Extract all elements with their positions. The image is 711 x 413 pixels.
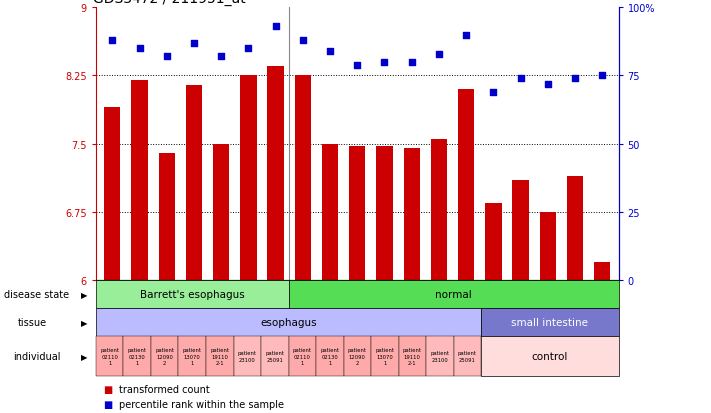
- Bar: [540, 212, 556, 280]
- Text: percentile rank within the sample: percentile rank within the sample: [119, 399, 284, 409]
- Text: ■: ■: [103, 399, 112, 409]
- Text: ▶: ▶: [80, 318, 87, 327]
- Point: [270, 24, 282, 31]
- Text: esophagus: esophagus: [260, 318, 317, 328]
- Bar: [213, 145, 230, 280]
- Text: transformed count: transformed count: [119, 384, 210, 394]
- Text: patient
02130
1: patient 02130 1: [128, 347, 146, 365]
- Text: ▶: ▶: [80, 352, 87, 361]
- Point: [324, 48, 336, 55]
- Text: patient
12090
2: patient 12090 2: [155, 347, 174, 365]
- Text: ▶: ▶: [80, 290, 87, 299]
- Point: [406, 59, 417, 66]
- Bar: [594, 262, 611, 280]
- Bar: [567, 176, 583, 280]
- Text: patient
12090
2: patient 12090 2: [348, 347, 367, 365]
- Text: Barrett's esophagus: Barrett's esophagus: [140, 290, 245, 299]
- Bar: [349, 146, 365, 280]
- Point: [542, 81, 553, 88]
- Point: [597, 73, 608, 80]
- Text: control: control: [532, 351, 568, 361]
- Text: patient
02130
1: patient 02130 1: [320, 347, 339, 365]
- Bar: [376, 146, 392, 280]
- Text: GDS3472 / 211951_at: GDS3472 / 211951_at: [93, 0, 246, 6]
- Text: patient
25091: patient 25091: [265, 351, 284, 362]
- Bar: [132, 81, 148, 280]
- Text: patient
02110
1: patient 02110 1: [293, 347, 311, 365]
- Bar: [159, 153, 175, 280]
- Point: [461, 32, 472, 39]
- Point: [215, 54, 227, 61]
- Text: tissue: tissue: [18, 318, 47, 328]
- Bar: [431, 140, 447, 280]
- Bar: [186, 85, 202, 280]
- Point: [570, 76, 581, 82]
- Text: normal: normal: [435, 290, 472, 299]
- Bar: [240, 76, 257, 280]
- Text: patient
19110
2-1: patient 19110 2-1: [210, 347, 229, 365]
- Point: [297, 38, 309, 44]
- Text: ■: ■: [103, 384, 112, 394]
- Text: small intestine: small intestine: [511, 318, 588, 328]
- Bar: [267, 67, 284, 280]
- Bar: [404, 149, 420, 280]
- Point: [107, 38, 118, 44]
- Text: patient
13070
1: patient 13070 1: [375, 347, 395, 365]
- Point: [515, 76, 526, 82]
- Point: [379, 59, 390, 66]
- Bar: [513, 180, 529, 280]
- Bar: [485, 203, 501, 280]
- Bar: [104, 108, 120, 280]
- Bar: [458, 90, 474, 280]
- Point: [352, 62, 363, 69]
- Text: patient
23100: patient 23100: [237, 351, 257, 362]
- Text: patient
19110
2-1: patient 19110 2-1: [403, 347, 422, 365]
- Bar: [322, 145, 338, 280]
- Text: patient
02110
1: patient 02110 1: [100, 347, 119, 365]
- Point: [242, 46, 254, 52]
- Text: patient
23100: patient 23100: [430, 351, 449, 362]
- Point: [488, 89, 499, 96]
- Point: [161, 54, 173, 61]
- Text: disease state: disease state: [4, 290, 69, 299]
- Point: [188, 40, 200, 47]
- Bar: [294, 76, 311, 280]
- Text: patient
13070
1: patient 13070 1: [183, 347, 202, 365]
- Point: [134, 46, 145, 52]
- Text: individual: individual: [13, 351, 60, 361]
- Point: [433, 51, 444, 58]
- Text: patient
25091: patient 25091: [458, 351, 477, 362]
